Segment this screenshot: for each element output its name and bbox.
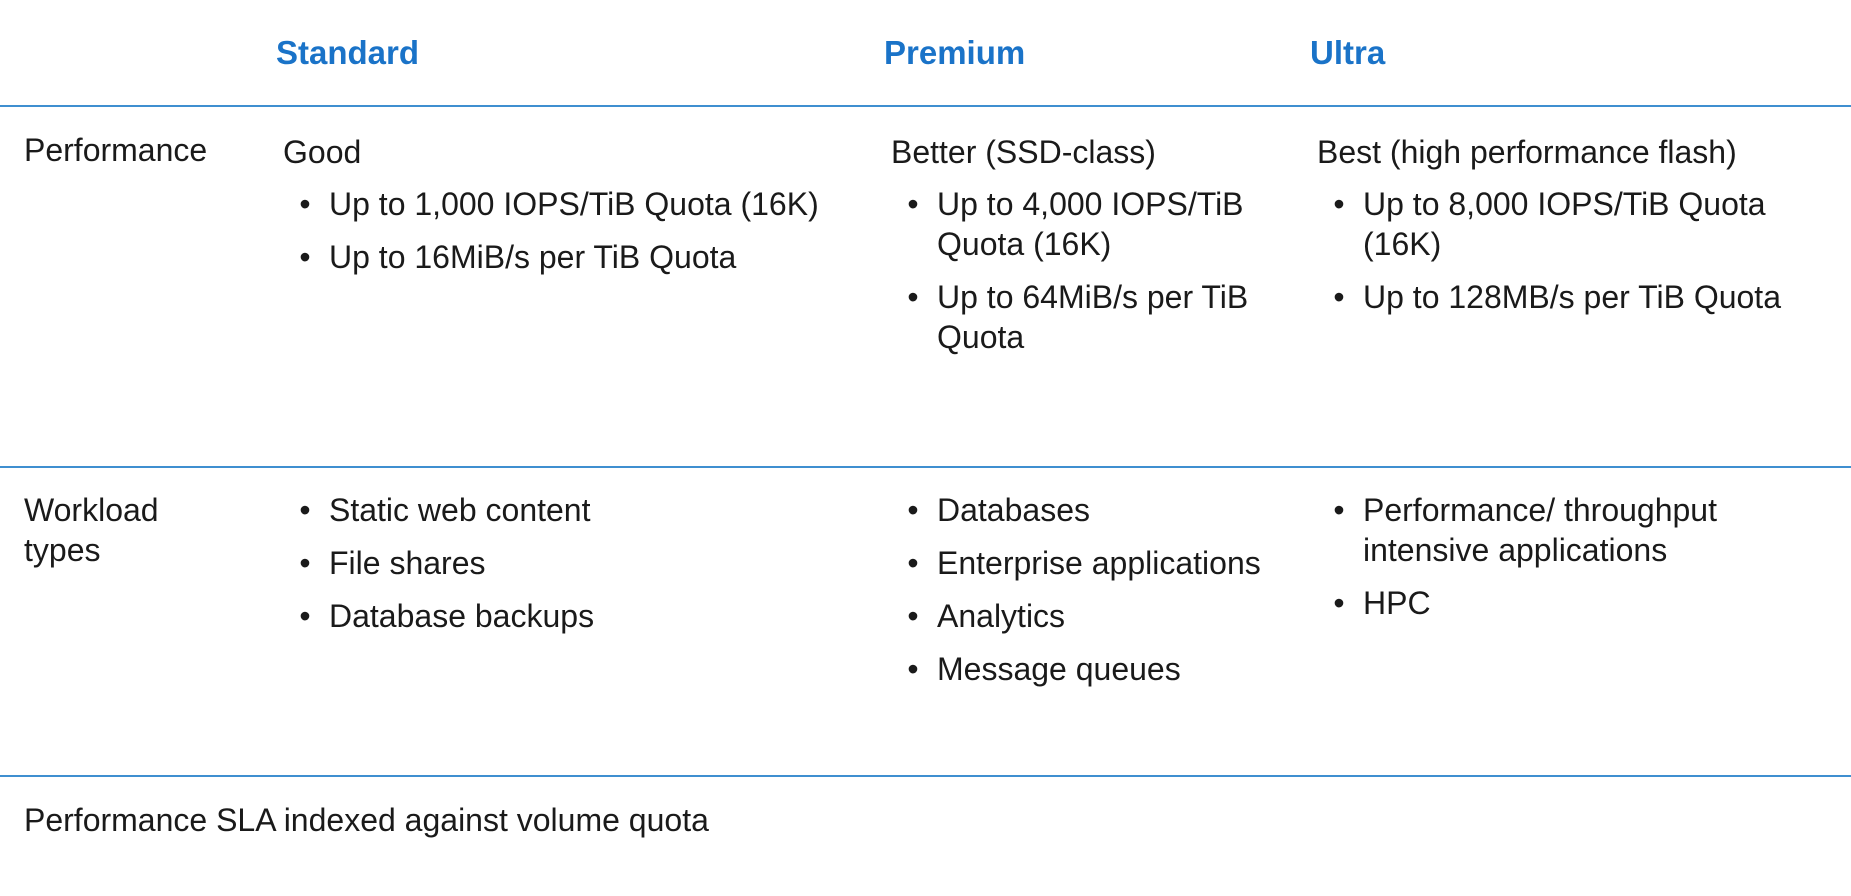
list-item-text: Up to 4,000 IOPS/TiB Quota (16K)	[937, 186, 1244, 262]
cell-workload-premium: • Databases • Enterprise applications • Ana…	[891, 490, 1311, 702]
footer-divider	[0, 775, 1851, 777]
list-item-text: Performance/ throughput intensive applic…	[1363, 492, 1717, 568]
list-item-text: Up to 128MB/s per TiB Quota	[1363, 279, 1781, 315]
bullet-glyph: •	[1333, 492, 1345, 528]
list-item-text: Message queues	[937, 651, 1181, 687]
header-ultra: Ultra	[1310, 34, 1386, 71]
bullet-glyph: •	[907, 598, 919, 634]
list-item: • Databases	[891, 490, 1311, 530]
list-item-text: HPC	[1363, 585, 1431, 621]
cell-performance-ultra: Best (high performance flash) • Up to 8,0…	[1317, 132, 1837, 330]
bullet-glyph: •	[907, 492, 919, 528]
header-standard: Standard	[276, 34, 420, 71]
bullet-list: • Up to 1,000 IOPS/TiB Quota (16K) • Up to…	[283, 184, 863, 277]
list-item-text: Up to 8,000 IOPS/TiB Quota (16K)	[1363, 186, 1766, 262]
list-item-text: Databases	[937, 492, 1090, 528]
cell-title: Good	[283, 134, 362, 170]
list-item-text: Database backups	[329, 598, 595, 634]
list-item: • Up to 4,000 IOPS/TiB Quota (16K)	[891, 184, 1291, 264]
list-item-text: Up to 1,000 IOPS/TiB Quota (16K)	[329, 186, 819, 222]
bullet-list: • Static web content • File shares • Databa…	[283, 490, 863, 636]
bullet-glyph: •	[1333, 279, 1345, 315]
list-item-text: Up to 16MiB/s per TiB Quota	[329, 239, 737, 275]
list-item-text: Static web content	[329, 492, 591, 528]
list-item-text: File shares	[329, 545, 486, 581]
row-divider	[0, 466, 1851, 468]
bullet-list: • Databases • Enterprise applications • Ana…	[891, 490, 1311, 689]
row-label-workload-types: Workload types	[24, 492, 159, 568]
cell-title: Best (high performance flash)	[1317, 134, 1737, 170]
bullet-list: • Up to 4,000 IOPS/TiB Quota (16K) • Up to…	[891, 184, 1291, 357]
bullet-list: • Up to 8,000 IOPS/TiB Quota (16K) • Up to…	[1317, 184, 1837, 317]
footnote: Performance SLA indexed against volume q…	[24, 802, 709, 838]
list-item: • Up to 1,000 IOPS/TiB Quota (16K)	[283, 184, 863, 224]
bullet-glyph: •	[299, 598, 311, 634]
bullet-glyph: •	[1333, 585, 1345, 621]
list-item: • Message queues	[891, 649, 1311, 689]
list-item: • File shares	[283, 543, 863, 583]
list-item-text: Enterprise applications	[937, 545, 1261, 581]
cell-workload-ultra: • Performance/ throughput intensive appli…	[1317, 490, 1757, 636]
list-item: • Up to 128MB/s per TiB Quota	[1317, 277, 1837, 317]
bullet-glyph: •	[299, 186, 311, 222]
bullet-glyph: •	[907, 186, 919, 222]
list-item: • Static web content	[283, 490, 863, 530]
list-item: • Database backups	[283, 596, 863, 636]
bullet-glyph: •	[907, 279, 919, 315]
cell-performance-premium: Better (SSD-class) • Up to 4,000 IOPS/TiB…	[891, 132, 1291, 370]
list-item: • Enterprise applications	[891, 543, 1311, 583]
bullet-glyph: •	[299, 239, 311, 275]
cell-performance-standard: Good • Up to 1,000 IOPS/TiB Quota (16K) •…	[283, 132, 863, 290]
bullet-list: • Performance/ throughput intensive appli…	[1317, 490, 1757, 623]
list-item: • Up to 8,000 IOPS/TiB Quota (16K)	[1317, 184, 1837, 264]
bullet-glyph: •	[299, 492, 311, 528]
list-item-text: Analytics	[937, 598, 1066, 634]
list-item: • Analytics	[891, 596, 1311, 636]
bullet-glyph: •	[907, 651, 919, 687]
cell-workload-standard: • Static web content • File shares • Databa…	[283, 490, 863, 649]
header-divider	[0, 105, 1851, 107]
bullet-glyph: •	[299, 545, 311, 581]
header-premium: Premium	[884, 34, 1026, 71]
list-item: • Up to 16MiB/s per TiB Quota	[283, 237, 863, 277]
list-item: • Up to 64MiB/s per TiB Quota	[891, 277, 1291, 357]
list-item-text: Up to 64MiB/s per TiB Quota	[937, 279, 1249, 355]
list-item: • Performance/ throughput intensive appli…	[1317, 490, 1757, 570]
list-item: • HPC	[1317, 583, 1757, 623]
row-label-performance: Performance	[24, 132, 208, 168]
bullet-glyph: •	[907, 545, 919, 581]
bullet-glyph: •	[1333, 186, 1345, 222]
cell-title: Better (SSD-class)	[891, 134, 1156, 170]
